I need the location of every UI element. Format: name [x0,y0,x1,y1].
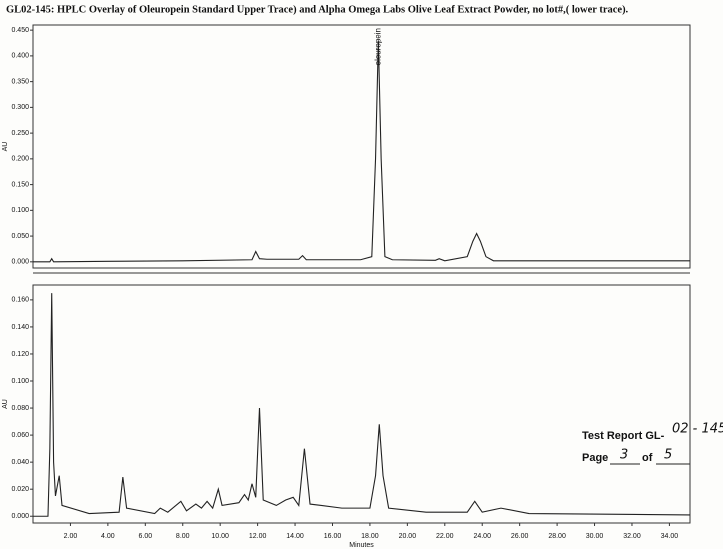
stamp-page-label: Page [582,452,608,464]
y-tick-label: 0.140 [11,324,29,331]
y-tick-label: 0.020 [11,486,29,493]
plot-frame [32,284,691,524]
stamp-of: of [642,452,653,464]
y-axis-label: AU [2,399,9,409]
y-tick-label: 0.150 [11,181,29,188]
y-tick-label: 0.300 [11,104,29,111]
y-tick-label: 0.100 [11,207,29,214]
y-tick-label: 0.000 [11,513,29,520]
x-tick-label: 22.00 [436,533,454,540]
plot-frame [32,24,691,269]
x-tick-label: 26.00 [511,533,529,540]
stamp: Test Report GL- 02 - 145 Page 3 of 5 [582,422,723,465]
x-tick-label: 6.00 [138,533,152,540]
x-tick-label: 20.00 [399,533,417,540]
peak-label: oleuropein [373,28,382,65]
y-tick-label: 0.200 [11,156,29,163]
trace [33,40,690,263]
y-axis-label: AU [2,142,9,152]
y-tick-label: 0.160 [11,297,29,304]
y-tick-label: 0.250 [11,130,29,137]
y-tick-label: 0.400 [11,53,29,60]
x-tick-label: 2.00 [64,533,78,540]
x-tick-label: 28.00 [548,533,566,540]
x-tick-label: 24.00 [473,533,491,540]
x-tick-label: 4.00 [101,533,115,540]
x-tick-label: 10.00 [211,533,229,540]
y-tick-label: 0.000 [11,259,29,266]
stamp-report: Test Report GL- [582,430,665,442]
y-tick-label: 0.040 [11,459,29,466]
stamp-total: 5 [664,448,672,463]
stamp-page: 3 [620,448,628,463]
y-tick-label: 0.100 [11,378,29,385]
x-tick-label: 18.00 [361,533,379,540]
y-tick-label: 0.060 [11,432,29,439]
y-tick-label: 0.120 [11,351,29,358]
x-tick-label: 30.00 [586,533,604,540]
y-tick-label: 0.450 [11,27,29,34]
x-tick-label: 34.00 [661,533,679,540]
y-tick-label: 0.350 [11,78,29,85]
trace [33,293,691,517]
x-tick-label: 32.00 [623,533,641,540]
x-tick-label: 12.00 [249,533,267,540]
x-axis-label: Minutes [349,542,374,549]
y-tick-label: 0.050 [11,233,29,240]
page-title: GL02-145: HPLC Overlay of Oleuropein Sta… [6,4,629,15]
stamp-report-number: 02 - 145 [672,422,723,437]
x-tick-label: 16.00 [324,533,342,540]
y-tick-label: 0.080 [11,405,29,412]
x-tick-label: 8.00 [176,533,190,540]
x-tick-label: 14.00 [286,533,304,540]
